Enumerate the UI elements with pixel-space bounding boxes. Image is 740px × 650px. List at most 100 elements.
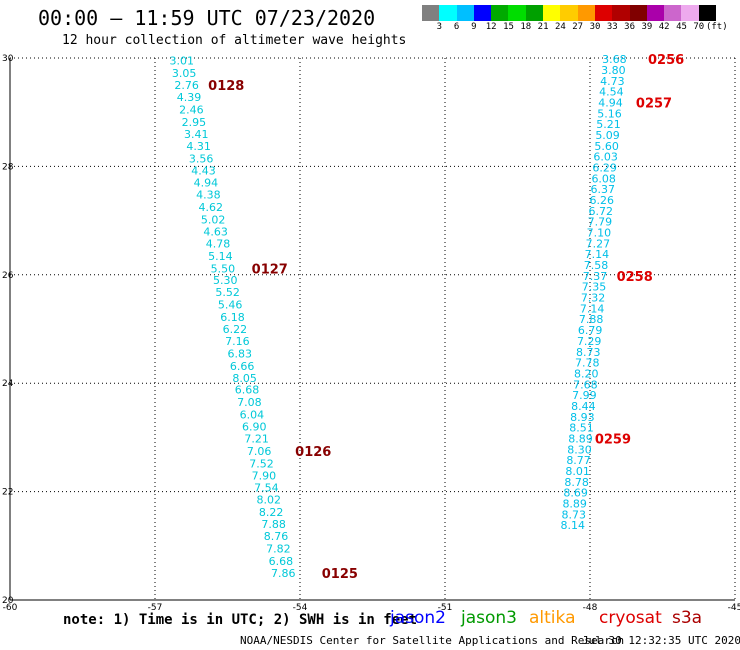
- colorbar-swatch: [422, 5, 440, 21]
- data-point-label: 5.52: [215, 286, 240, 299]
- y-tick-label: 22: [2, 488, 13, 498]
- y-tick-label: 24: [2, 379, 14, 389]
- colorbar-swatch: [612, 5, 630, 21]
- pass-number-label: 0128: [208, 79, 244, 94]
- pass-number-label: 0127: [252, 262, 288, 277]
- data-point-label: 6.18: [220, 311, 245, 324]
- data-point-label: 7.10: [587, 227, 612, 240]
- data-point-label: 6.04: [240, 409, 264, 422]
- data-point-label: 7.14: [580, 302, 605, 315]
- legend-item-jason2: jason2: [390, 608, 446, 628]
- data-point-label: 6.26: [590, 194, 615, 207]
- data-point-label: 8.73: [576, 346, 601, 359]
- colorbar-tick-label: 36: [624, 22, 636, 32]
- data-point-label: 8.05: [232, 372, 256, 385]
- colorbar-swatch: [664, 5, 682, 21]
- data-point-label: 7.29: [577, 335, 602, 348]
- data-point-label: 3.01: [170, 55, 195, 68]
- colorbar-swatch: [629, 5, 647, 21]
- data-point-label: 7.06: [247, 445, 271, 458]
- data-point-label: 7.90: [252, 469, 277, 482]
- colorbar-tick-label: 30: [589, 22, 601, 32]
- footer-timestamp: Jul 30 12:32:35 UTC 2020: [582, 634, 740, 647]
- pass-number-label: 0257: [636, 96, 672, 111]
- data-point-label: 8.76: [264, 530, 289, 543]
- colorbar-tick-label: 21: [537, 22, 549, 32]
- data-point-label: 6.22: [223, 323, 248, 336]
- data-point-label: 8.20: [574, 367, 599, 380]
- data-point-label: 8.22: [259, 506, 284, 519]
- data-point-label: 8.69: [563, 487, 588, 500]
- data-point-label: 8.93: [570, 411, 595, 424]
- data-point-label: 7.27: [586, 237, 611, 250]
- data-point-label: 7.35: [582, 281, 607, 294]
- colorbar-swatch: [456, 5, 474, 21]
- footer-credit: NOAA/NESDIS Center for Satellite Applica…: [240, 634, 625, 647]
- data-point-label: 6.79: [578, 324, 603, 337]
- legend-item-cryosat: cryosat: [599, 608, 662, 628]
- data-point-label: 7.21: [244, 432, 269, 445]
- colorbar-swatch: [646, 5, 665, 21]
- y-tick-label: 28: [2, 162, 14, 172]
- colorbar-tick-label: 39: [641, 22, 653, 32]
- data-point-label: 7.99: [572, 389, 597, 402]
- x-tick-label: -48: [583, 603, 598, 613]
- data-point-label: 7.68: [573, 378, 598, 391]
- page-subtitle: 12 hour collection of altimeter wave hei…: [62, 33, 407, 48]
- colorbar-swatch: [577, 5, 595, 21]
- data-point-label: 2.76: [174, 79, 199, 92]
- data-point-label: 8.73: [561, 508, 586, 521]
- data-point-label: 4.43: [191, 165, 216, 178]
- data-point-label: 6.08: [591, 172, 616, 185]
- data-point-label: 7.86: [271, 567, 296, 580]
- colorbar-tick-label: 9: [471, 22, 477, 32]
- data-point-label: 4.54: [599, 86, 624, 99]
- data-point-label: 6.03: [593, 151, 618, 164]
- colorbar-tick-label: 42: [658, 22, 670, 32]
- colorbar-swatch: [698, 5, 717, 21]
- data-point-label: 8.77: [566, 454, 591, 467]
- data-point-label: 3.80: [601, 64, 626, 77]
- data-point-label: 5.50: [211, 262, 236, 275]
- data-point-label: 4.39: [177, 91, 202, 104]
- data-point-label: 3.56: [189, 152, 214, 165]
- data-point-label: 8.78: [564, 476, 589, 489]
- data-point-label: 4.73: [600, 75, 625, 88]
- colorbar-swatch: [439, 5, 457, 21]
- x-tick-label: -45: [728, 603, 740, 613]
- colorbar-tick-label: 18: [520, 22, 532, 32]
- colorbar-swatch: [681, 5, 699, 21]
- y-tick-label: 26: [2, 271, 14, 281]
- x-tick-label: -54: [293, 603, 308, 613]
- data-point-label: 4.31: [186, 140, 211, 153]
- data-point-label: 5.02: [201, 214, 226, 227]
- pass-number-label: 0125: [322, 567, 358, 582]
- data-point-label: 7.78: [575, 357, 600, 370]
- data-point-label: 6.83: [228, 347, 253, 360]
- data-point-label: 5.60: [594, 140, 619, 153]
- data-point-label: 7.58: [584, 259, 609, 272]
- data-point-label: 2.95: [182, 116, 207, 129]
- data-point-label: 4.94: [194, 177, 219, 190]
- x-tick-label: -57: [148, 603, 163, 613]
- colorbar-swatch: [560, 5, 578, 21]
- colorbar-tick-label: 70: [693, 22, 705, 32]
- data-point-label: 7.14: [585, 248, 610, 261]
- data-point-label: 6.68: [269, 555, 294, 568]
- data-point-label: 7.52: [249, 457, 274, 470]
- data-point-label: 5.21: [596, 118, 621, 131]
- data-point-label: 8.89: [562, 498, 587, 511]
- data-point-label: 2.46: [179, 103, 204, 116]
- data-point-label: 3.05: [172, 67, 197, 80]
- colorbar: [422, 5, 717, 21]
- legend-item-altika: altika: [529, 608, 576, 628]
- data-point-label: 6.66: [230, 360, 255, 373]
- y-tick-label: 20: [2, 596, 14, 606]
- colorbar-tick-label: 3: [436, 22, 443, 32]
- colorbar-labels: 3 6 9 12 15 18 21 24 27 30 33 36 39 42 45 70 (ft): [422, 22, 740, 34]
- legend-item-s3a: s3a: [672, 608, 703, 628]
- data-point-label: 7.16: [225, 335, 250, 348]
- colorbar-swatch: [508, 5, 526, 21]
- x-tick-label: -51: [438, 603, 453, 613]
- data-point-label: 4.78: [206, 237, 231, 250]
